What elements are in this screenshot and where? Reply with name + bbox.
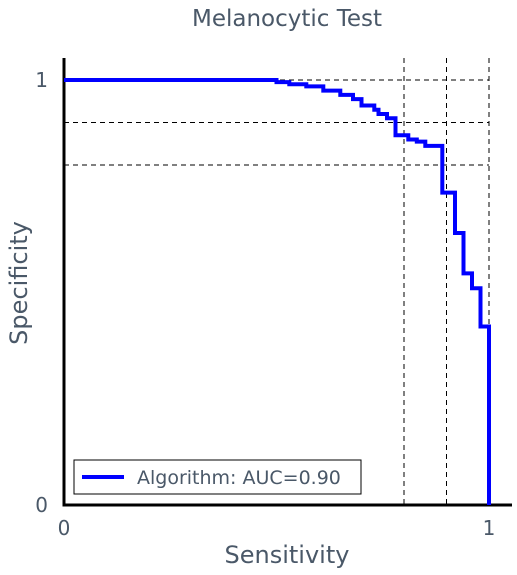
chart-title: Melanocytic Test	[192, 6, 382, 32]
x-axis-label: Sensitivity	[225, 541, 350, 569]
x-tick-label-1: 1	[483, 516, 496, 540]
series-group	[64, 78, 491, 505]
y-axis-label: Specificity	[5, 221, 33, 345]
legend-label: Algorithm: AUC=0.90	[137, 467, 341, 489]
y-tick-label-0: 0	[35, 493, 48, 517]
legend: Algorithm: AUC=0.90	[73, 459, 362, 495]
y-tick-label-1: 1	[35, 68, 48, 92]
reference-lines	[64, 58, 490, 505]
roc-curve-line	[64, 78, 491, 505]
x-tick-label-0: 0	[58, 516, 71, 540]
axis-ticks: 0 1 0 1	[35, 68, 495, 540]
